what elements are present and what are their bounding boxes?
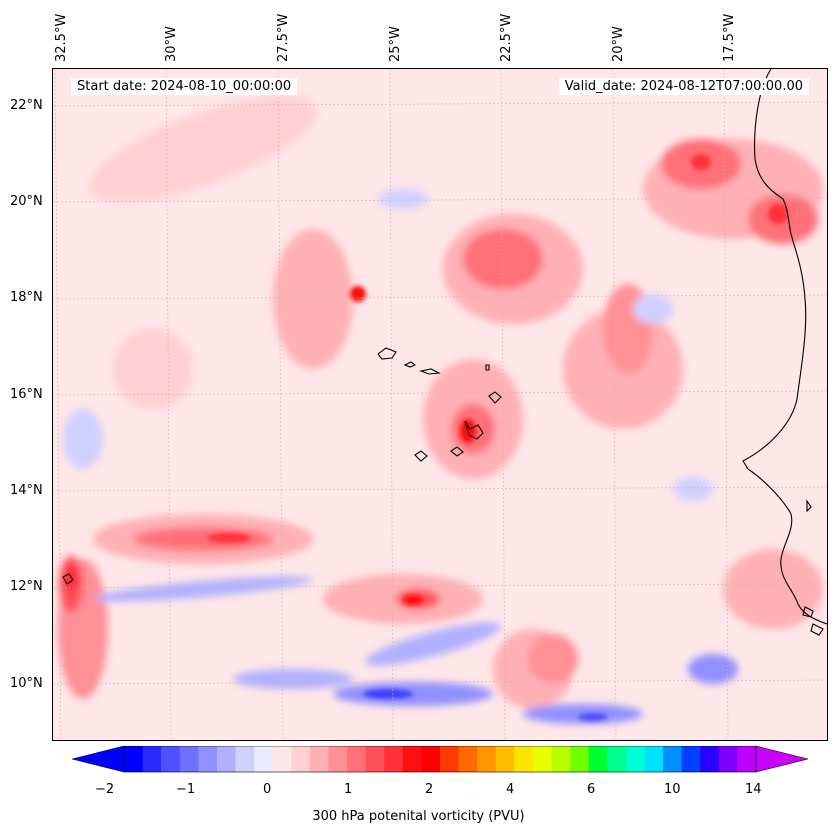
lon-label-30w: 30°W xyxy=(164,26,179,62)
graticule xyxy=(53,69,827,740)
cb-tick-6: 6 xyxy=(587,782,596,797)
lon-label-22-5w: 22.5°W xyxy=(499,13,514,62)
lat-label-12n: 12°N xyxy=(10,579,43,594)
pv-blobs xyxy=(58,96,823,724)
colorbar-swatch xyxy=(607,746,627,772)
colorbar-swatch xyxy=(440,746,460,772)
colorbar-swatch xyxy=(384,746,404,772)
pv-cores xyxy=(65,154,788,721)
colorbar-swatch xyxy=(495,746,515,772)
colorbar-swatch xyxy=(124,746,144,772)
lon-label-17-5w: 17.5°W xyxy=(722,13,737,62)
colorbar-swatch xyxy=(161,746,181,772)
lat-label-10n: 10°N xyxy=(10,676,43,691)
lat-label-16n: 16°N xyxy=(10,387,43,402)
colorbar-extend-high xyxy=(755,746,808,773)
coastline xyxy=(62,69,827,636)
colorbar-swatch xyxy=(458,746,478,772)
colorbar-swatch xyxy=(291,746,311,772)
colorbar-swatch xyxy=(570,746,590,772)
colorbar-swatch xyxy=(588,746,608,772)
colorbar-extend-low xyxy=(72,746,125,773)
lon-label-20w: 20°W xyxy=(611,26,626,62)
colorbar-swatch xyxy=(179,746,199,772)
lat-label-18n: 18°N xyxy=(10,290,43,305)
colorbar-swatch xyxy=(347,746,367,772)
colorbar-swatch xyxy=(477,746,497,772)
cb-tick-4: 4 xyxy=(506,782,515,797)
colorbar-swatch xyxy=(198,746,218,772)
cb-tick-10: 10 xyxy=(664,782,681,797)
colorbar-swatch xyxy=(532,746,553,772)
colorbar-swatch xyxy=(421,746,441,772)
colorbar-swatch xyxy=(644,746,664,772)
lon-label-27-5w: 27.5°W xyxy=(276,13,291,62)
colorbar-swatch xyxy=(216,746,237,772)
cb-tick-2: 2 xyxy=(425,782,434,797)
pv-map: Start date: 2024-08-10_00:00:00 Valid_da… xyxy=(52,68,828,741)
colorbar-swatch xyxy=(235,746,255,772)
lat-label-14n: 14°N xyxy=(10,483,43,498)
colorbar-swatch xyxy=(718,746,738,772)
colorbar-swatch xyxy=(254,746,274,772)
colorbar-swatch xyxy=(365,746,385,772)
cb-tick-0: 0 xyxy=(263,782,272,797)
colorbar-swatch xyxy=(681,746,701,772)
colorbar-label: 300 hPa potenital vorticity (PVU) xyxy=(312,809,525,824)
cb-tick-minus1: −1 xyxy=(176,782,196,797)
colorbar-swatch xyxy=(402,746,422,772)
colorbar-swatch xyxy=(142,746,162,772)
colorbar-swatch xyxy=(625,746,645,772)
colorbar-swatch xyxy=(700,746,720,772)
colorbar-swatch xyxy=(551,746,571,772)
pv-field xyxy=(53,69,827,740)
cb-tick-14: 14 xyxy=(745,782,762,797)
colorbar-swatch xyxy=(309,746,329,772)
lat-label-20n: 20°N xyxy=(10,194,43,209)
valid-date-label: Valid_date: 2024-08-12T07:00:00.00 xyxy=(558,78,809,95)
cb-tick-1: 1 xyxy=(344,782,353,797)
colorbar-swatch xyxy=(737,746,757,772)
colorbar xyxy=(72,746,808,773)
lon-label-32-5w: 32.5°W xyxy=(54,13,69,62)
colorbar-swatch xyxy=(272,746,292,772)
lat-label-22n: 22°N xyxy=(10,98,43,113)
colorbar-swatch xyxy=(514,746,534,772)
lon-label-25w: 25°W xyxy=(388,26,403,62)
cb-tick-minus2: −2 xyxy=(95,782,115,797)
colorbar-outline xyxy=(123,746,757,773)
colorbar-swatch xyxy=(663,746,683,772)
colorbar-swatch xyxy=(328,746,348,772)
start-date-label: Start date: 2024-08-10_00:00:00 xyxy=(71,78,298,95)
